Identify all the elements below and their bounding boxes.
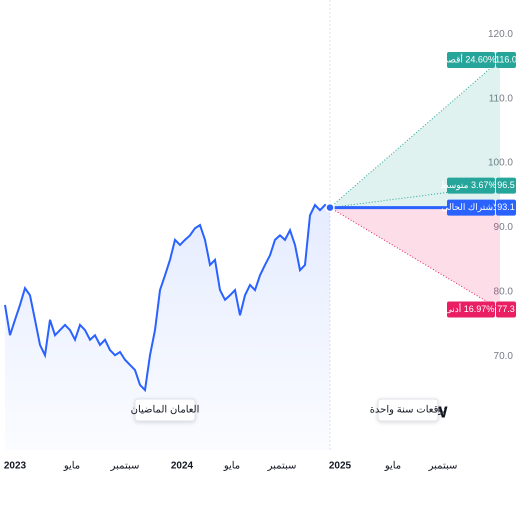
x-tick-label: 2025 — [329, 461, 352, 472]
y-tick-label: 80.0 — [494, 287, 514, 298]
y-tick-label: 70.0 — [494, 351, 514, 362]
tag-box — [447, 177, 495, 194]
y-tick-label: 110.0 — [489, 93, 514, 104]
price-area — [5, 205, 330, 450]
value-label: 96.5 — [497, 180, 515, 190]
annotation: توقعات سنة واحدة — [370, 405, 447, 416]
watermark: TradingView — [330, 400, 448, 422]
x-tick-label: سبتمبر — [110, 461, 140, 472]
y-tick-label: 90.0 — [494, 222, 514, 233]
forecast-line — [329, 207, 501, 310]
forecast-tag: -16.97% أدنى 77.3 — [445, 301, 516, 318]
tag-label: الاشتراك الحالي — [441, 202, 500, 213]
price-line — [4, 203, 331, 393]
value-label: 116.0 — [495, 54, 517, 64]
value-box — [496, 301, 516, 318]
current-point — [325, 202, 335, 213]
x-tick-label: مايو — [63, 461, 80, 472]
x-tick-label: 2024 — [171, 461, 194, 472]
tag-box — [447, 301, 495, 318]
tag-label: +3.67% متوسط — [440, 180, 502, 191]
x-tick-label: سبتمبر — [267, 461, 297, 472]
annotation: العامان الماضيان — [131, 405, 200, 416]
x-tick-label: 2023 — [4, 461, 27, 472]
x-tick-label: سبتمبر — [428, 461, 458, 472]
y-tick-label: 120.0 — [488, 29, 513, 40]
tag-label: +24.60% أقصى — [441, 52, 501, 64]
tag-label: -16.97% أدنى — [445, 302, 498, 314]
tag-box — [447, 199, 495, 216]
y-tick-label: 100.0 — [488, 158, 513, 169]
tag-box — [447, 51, 495, 68]
value-box — [496, 51, 516, 68]
annotation-box — [377, 398, 439, 422]
annotation-box — [134, 398, 196, 422]
x-tick-label: مايو — [384, 461, 401, 472]
value-label: 93.1 — [497, 202, 515, 212]
x-tick-label: مايو — [223, 461, 240, 472]
value-label: 77.3 — [497, 304, 515, 314]
value-box — [496, 177, 516, 194]
value-box — [496, 199, 516, 216]
